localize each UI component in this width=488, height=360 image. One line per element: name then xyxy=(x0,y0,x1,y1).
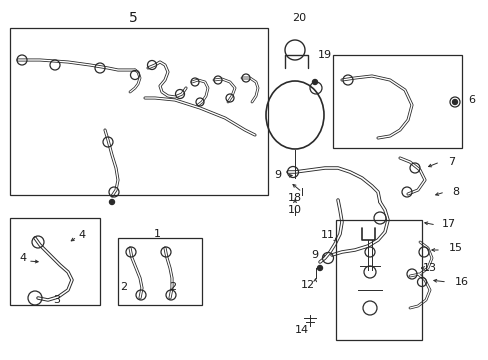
Text: 17: 17 xyxy=(441,219,455,229)
Text: 13: 13 xyxy=(422,263,436,273)
Text: 10: 10 xyxy=(287,205,302,215)
Text: 2: 2 xyxy=(120,282,127,292)
Text: 20: 20 xyxy=(291,13,305,23)
Text: 9: 9 xyxy=(274,170,281,180)
Bar xyxy=(10,28,267,195)
Bar xyxy=(332,55,461,148)
Text: 19: 19 xyxy=(317,50,331,60)
Text: 2: 2 xyxy=(169,282,176,292)
Text: 3: 3 xyxy=(53,295,61,305)
Circle shape xyxy=(312,80,317,85)
Text: 4: 4 xyxy=(20,253,26,263)
Bar xyxy=(118,238,202,305)
Bar xyxy=(335,220,421,340)
Text: 18: 18 xyxy=(287,193,302,203)
Text: 9: 9 xyxy=(311,250,318,260)
Text: 15: 15 xyxy=(448,243,462,253)
Text: 8: 8 xyxy=(451,187,459,197)
Text: 4: 4 xyxy=(78,230,85,240)
Circle shape xyxy=(317,265,322,270)
Text: 12: 12 xyxy=(300,280,314,290)
Text: 7: 7 xyxy=(447,157,455,167)
Bar xyxy=(10,218,100,305)
Circle shape xyxy=(109,199,114,204)
Text: 16: 16 xyxy=(454,277,468,287)
Text: 6: 6 xyxy=(468,95,474,105)
Text: 11: 11 xyxy=(320,230,334,240)
Circle shape xyxy=(451,99,457,104)
Text: 14: 14 xyxy=(294,325,308,335)
Text: 1: 1 xyxy=(153,229,160,239)
Text: 5: 5 xyxy=(128,11,137,25)
